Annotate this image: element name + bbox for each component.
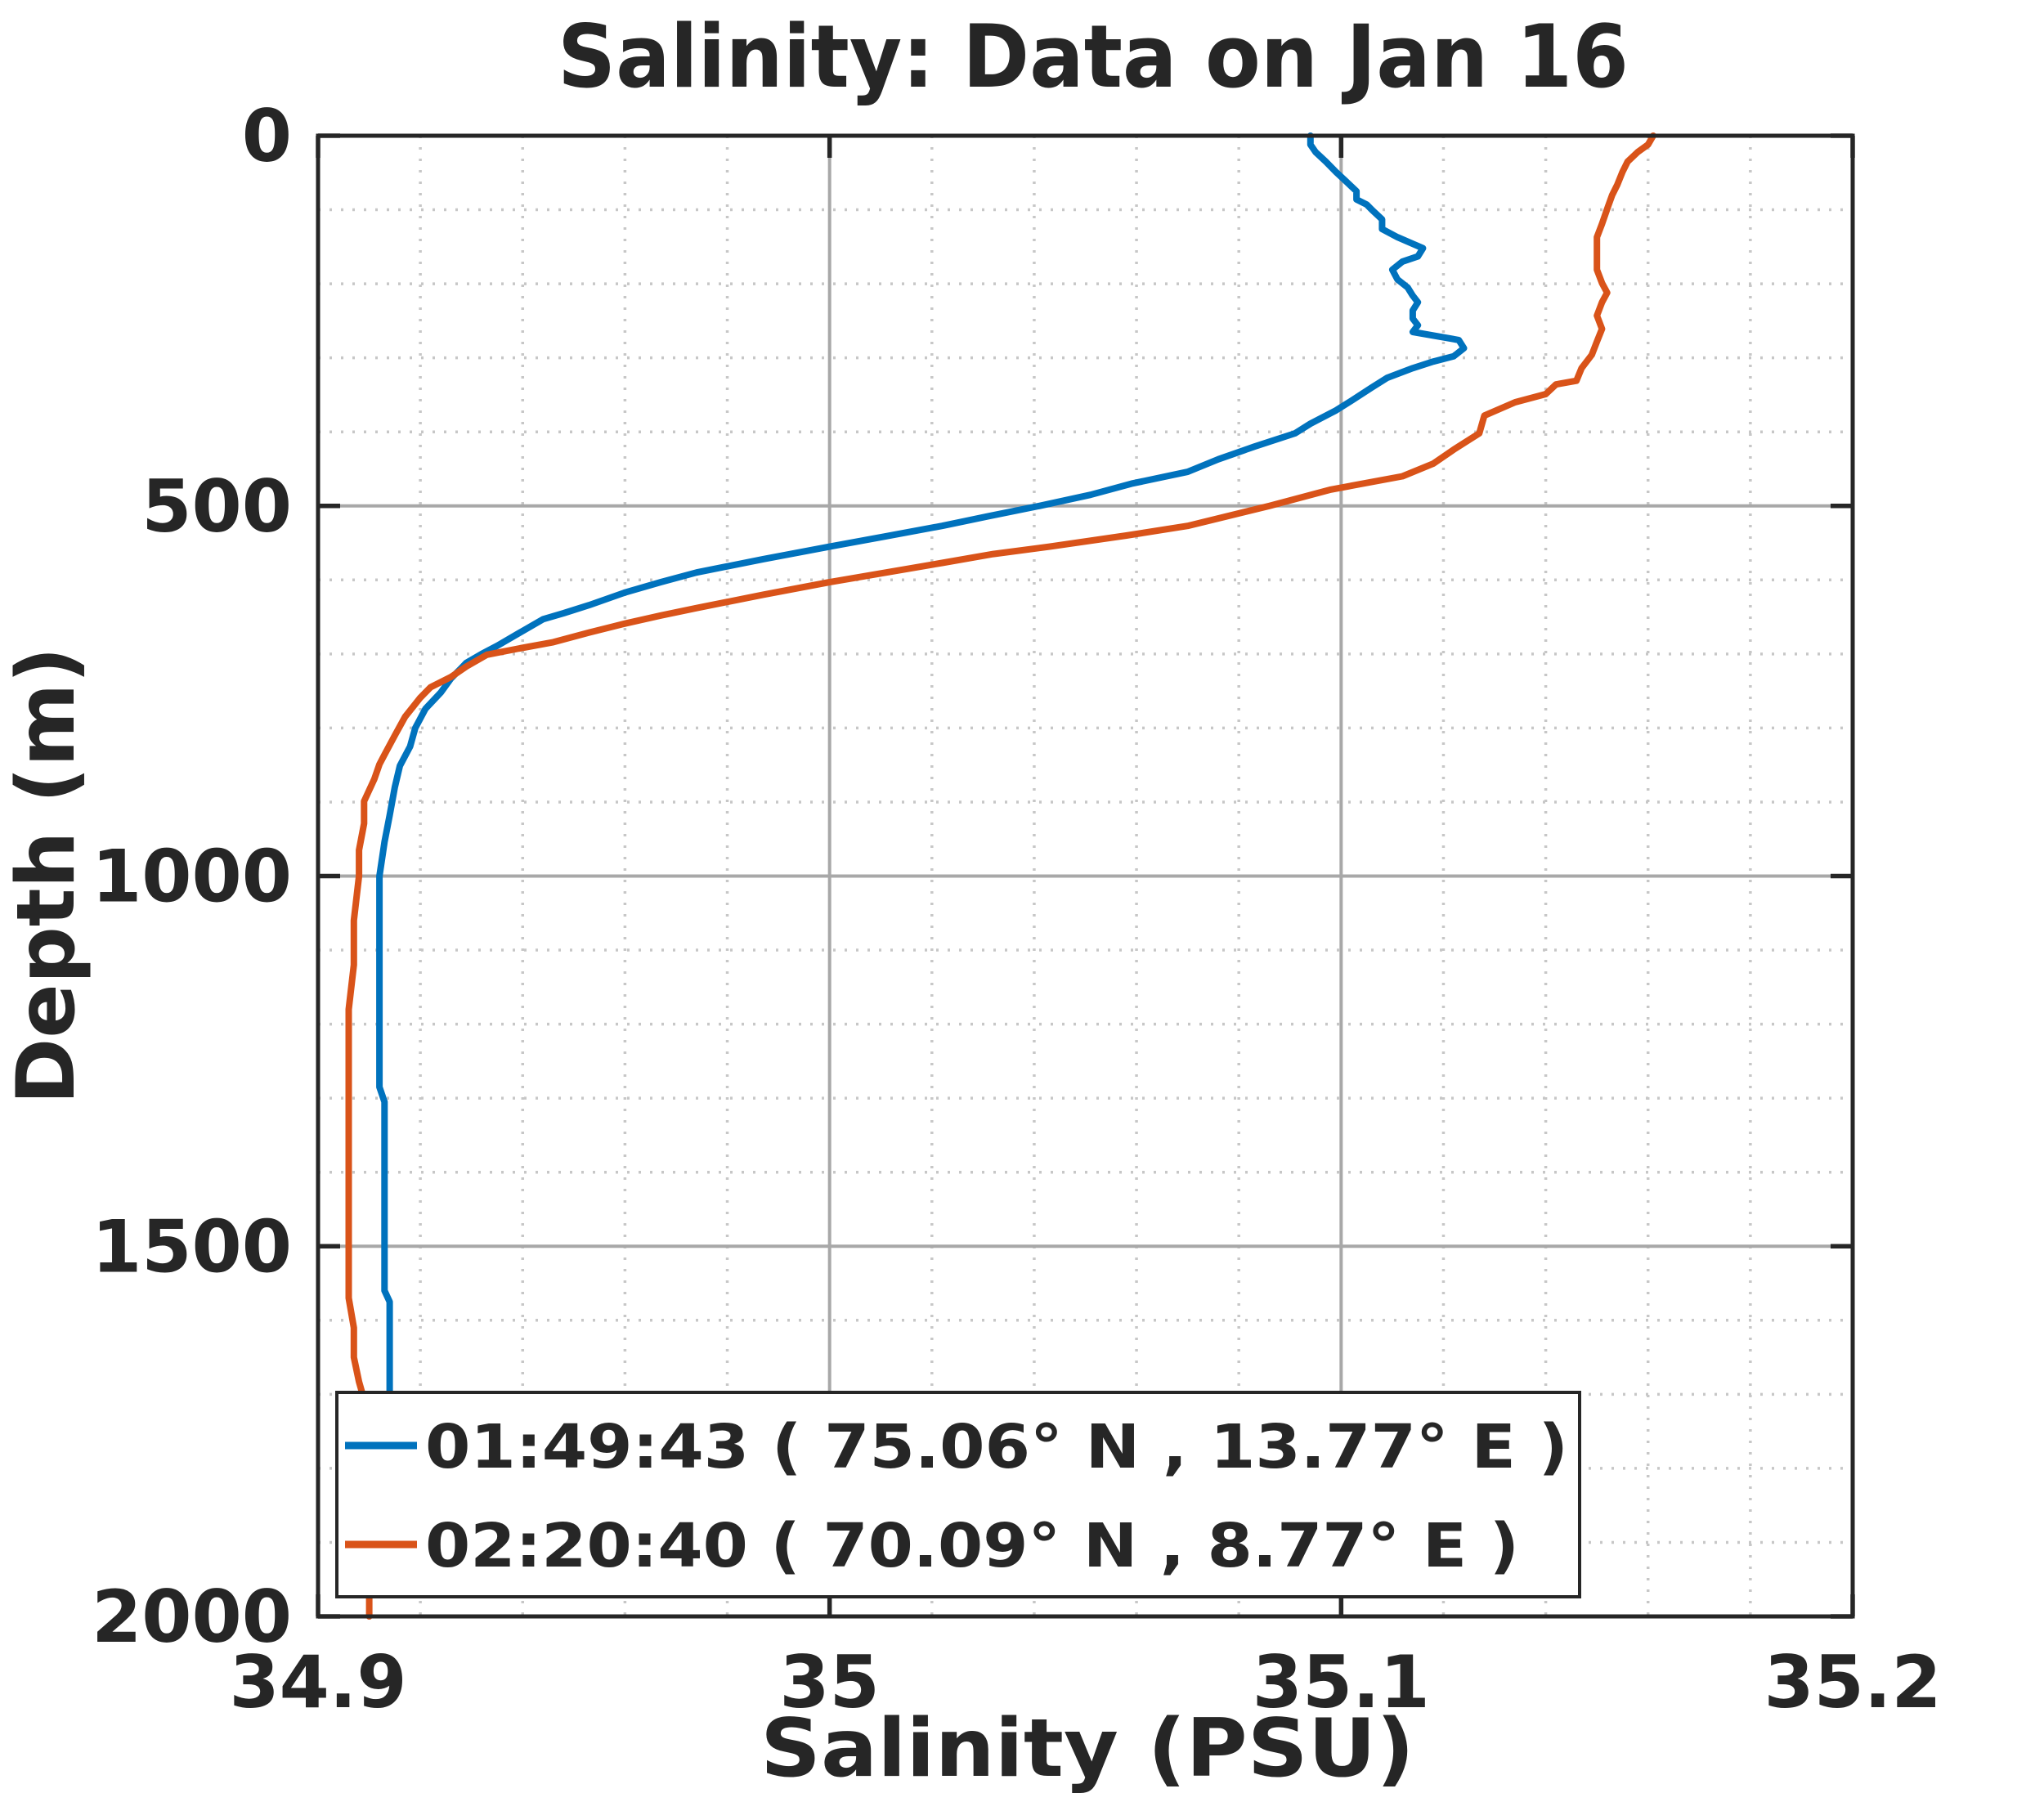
series-line-1	[345, 132, 1656, 1620]
legend-entry-label: 02:20:40 ( 70.09° N , 8.77° E )	[425, 1511, 1519, 1581]
y-tick-label-1000: 1000	[92, 835, 292, 919]
x-tick-label-35.2: 35.2	[1764, 1640, 1941, 1724]
axis-ticks	[316, 133, 1855, 1619]
legend-entry: 01:49:43 ( 75.06° N , 13.77° E )	[345, 1412, 1568, 1482]
y-tick-label-0: 0	[242, 94, 292, 178]
y-tick-labels: 0 500 1000 1500 2000	[92, 94, 292, 1659]
legend-box	[335, 1391, 1581, 1598]
chart-title: Salinity: Data on Jan 16	[558, 7, 1629, 107]
x-tick-label-34.9: 34.9	[229, 1640, 406, 1724]
y-axis-label: Depth (m)	[0, 647, 93, 1105]
major-grid	[318, 136, 1853, 1616]
series-lines	[345, 132, 1656, 1620]
y-tick-label-500: 500	[141, 464, 292, 549]
legend: 01:49:43 ( 75.06° N , 13.77° E ) 02:20:40…	[335, 1391, 1581, 1598]
x-axis-label: Salinity (PSU)	[760, 1702, 1414, 1795]
x-tick-labels: 34.9 35 35.1 35.2	[229, 1640, 1941, 1724]
legend-entry-label: 01:49:43 ( 75.06° N , 13.77° E )	[425, 1412, 1568, 1482]
legend-entry: 02:20:40 ( 70.09° N , 8.77° E )	[345, 1511, 1519, 1581]
y-tick-label-2000: 2000	[92, 1575, 292, 1659]
y-tick-label-1500: 1500	[92, 1204, 292, 1289]
x-tick-label-35.1: 35.1	[1253, 1640, 1430, 1724]
x-tick-label-35: 35	[779, 1640, 879, 1724]
series-line-0	[376, 132, 1468, 1401]
